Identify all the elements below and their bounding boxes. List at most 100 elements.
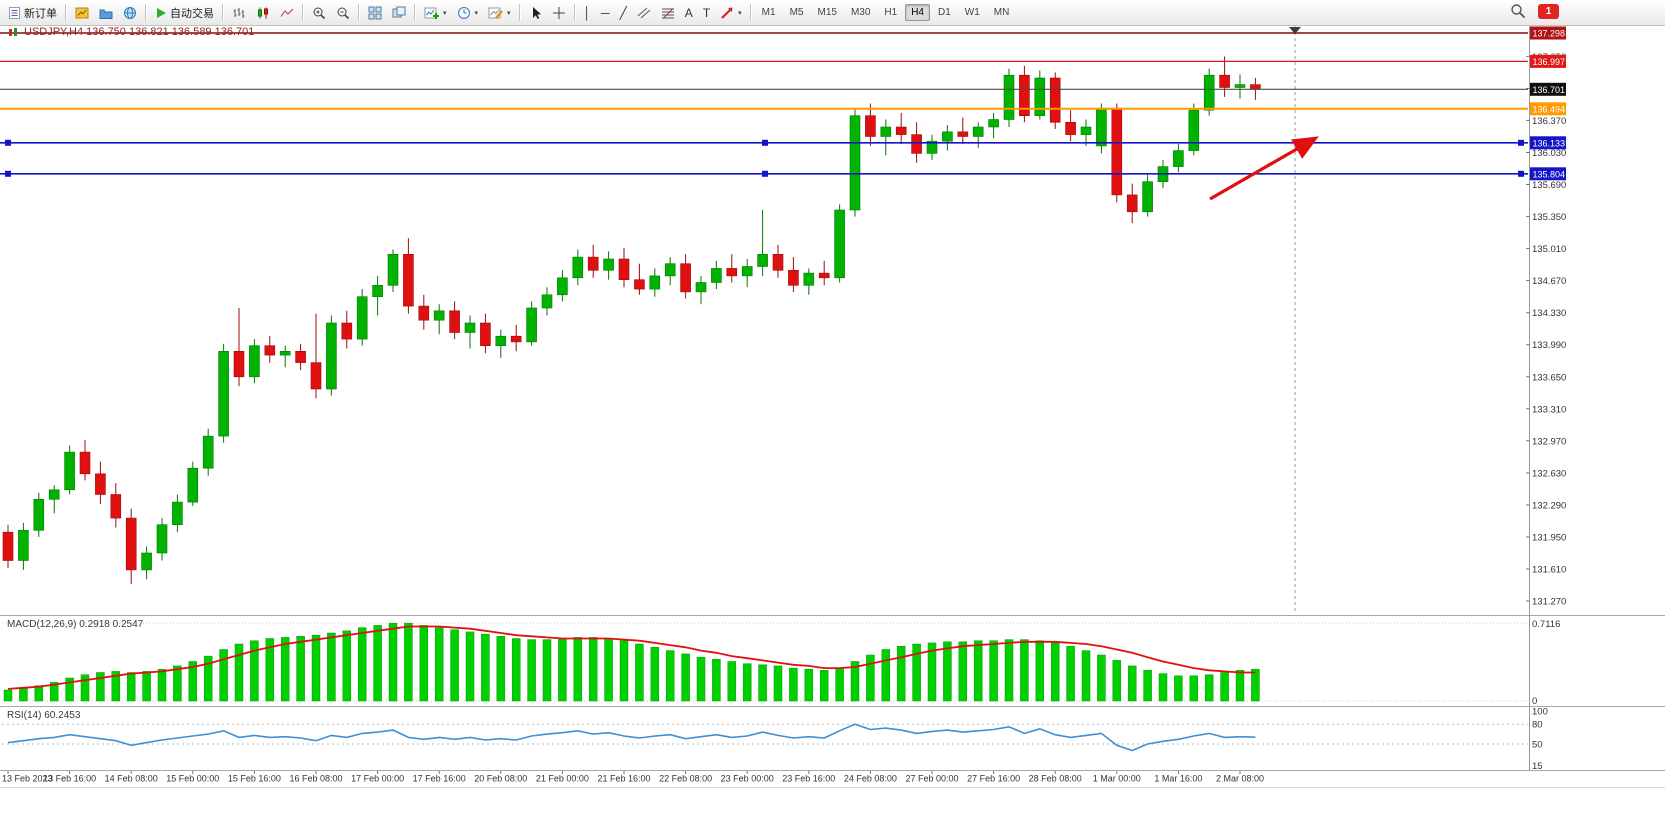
macd-bar (1081, 650, 1091, 702)
line-chart-button[interactable] (275, 1, 299, 24)
macd-bar (80, 674, 90, 702)
zoom-in-button[interactable] (307, 1, 331, 24)
channel-icon (637, 7, 651, 18)
trend-arrow-annotation[interactable] (1209, 136, 1319, 201)
price-axis-label: 132.970 (1532, 436, 1566, 447)
timeframe-d1-button[interactable]: D1 (937, 7, 951, 18)
candle-body (372, 284, 383, 297)
macd-bar (65, 677, 74, 702)
price-axis-label: 134.330 (1532, 308, 1566, 319)
toolbar-separator (302, 4, 304, 21)
candle-body (495, 335, 507, 347)
dropdown-caret: ▾ (507, 9, 511, 17)
candle-body (803, 272, 815, 286)
candle-body (464, 322, 476, 333)
macd-bar (912, 643, 921, 702)
tile-windows-button[interactable] (363, 1, 387, 24)
rsi-axis-label: 100 (1532, 707, 1548, 718)
time-axis-label: 15 Feb 00:00 (166, 774, 219, 784)
timeframe-h4-button[interactable]: H4 (905, 4, 930, 21)
periods-button[interactable]: ▾ (452, 1, 484, 24)
candle-body (634, 279, 645, 290)
resistance-line-2-price-tag-label: 136.997 (1533, 57, 1566, 67)
autotrading-button[interactable]: 自动交易 (150, 1, 219, 24)
resistance-line-2-price-tag (1530, 54, 1566, 68)
chart-shift-marker-icon[interactable] (1289, 27, 1301, 34)
line-selection-handle[interactable] (1518, 139, 1524, 146)
crosshair-button[interactable] (547, 1, 571, 24)
timeframe-m30-button[interactable]: M30 (850, 7, 871, 18)
candle-body (526, 307, 537, 343)
horizontal-line-button[interactable]: ─ (596, 1, 615, 24)
macd-bar (927, 642, 937, 702)
line-selection-handle[interactable] (5, 170, 11, 177)
rsi-axis-label: 15 (1532, 761, 1543, 772)
candle-body (1126, 194, 1138, 213)
macd-bar (943, 641, 952, 702)
price-axis-label: 131.610 (1532, 565, 1566, 576)
resistance-line-1-price-tag-label: 137.298 (1533, 29, 1566, 39)
candlestick-chart-icon (258, 7, 268, 18)
zoom-out-button[interactable] (331, 1, 355, 24)
macd-axis-label: 0 (1532, 696, 1537, 707)
candle-body (895, 126, 907, 135)
macd-axis-label: 0.7116 (1532, 619, 1560, 630)
bar-chart-button[interactable] (227, 1, 251, 24)
timeframe-m1-button[interactable]: M1 (761, 7, 776, 18)
macd-bar (1112, 660, 1122, 702)
data-window-button[interactable] (118, 1, 142, 24)
templates-button[interactable]: ▾ (483, 1, 516, 24)
vertical-line-button[interactable]: │ (579, 1, 597, 24)
macd-bar (511, 638, 521, 702)
fibonacci-button[interactable] (656, 1, 680, 24)
timeframe-m5-button[interactable]: M5 (789, 7, 804, 18)
candle-body (880, 126, 892, 137)
text-label-button[interactable]: T (698, 1, 715, 24)
candle-body (433, 310, 445, 321)
timeframe-mn-button[interactable]: MN (993, 7, 1010, 18)
current-price-line-price-tag-label: 136.701 (1533, 85, 1566, 95)
time-axis-label: 13 Feb 16:00 (43, 774, 96, 784)
cursor-button[interactable] (524, 1, 547, 24)
trendline-button[interactable]: ╱ (615, 1, 632, 24)
macd-bar (650, 647, 660, 702)
macd-bar (465, 631, 475, 702)
dropdown-caret: ▾ (443, 9, 447, 17)
line-selection-handle[interactable] (5, 139, 11, 146)
candlestick-chart-button[interactable] (251, 1, 275, 24)
candle-body (2, 531, 14, 561)
macd-bar (419, 625, 429, 702)
candle-body (1034, 77, 1046, 117)
timeframe-m15-button[interactable]: M15 (817, 7, 837, 18)
candle-body (172, 501, 183, 526)
candle-body (772, 254, 784, 271)
line-selection-handle[interactable] (762, 170, 768, 177)
macd-bar (866, 654, 875, 702)
price-axis-label: 132.290 (1532, 500, 1566, 511)
cascade-windows-button[interactable] (387, 1, 411, 24)
search-icon[interactable] (1510, 3, 1526, 19)
new-order-button[interactable]: 新订单 (3, 1, 62, 24)
timeframe-h1-button[interactable]: H1 (884, 7, 898, 18)
pivot-line-price-tag-label: 136.494 (1533, 104, 1566, 114)
template-icon (488, 7, 503, 19)
candle-body (1049, 77, 1061, 123)
text-button[interactable]: A (680, 1, 698, 24)
notification-badge[interactable]: 1 (1538, 3, 1559, 19)
toolbar-separator (358, 4, 360, 21)
macd-bar (1143, 670, 1152, 702)
indicators-button[interactable]: ▾ (419, 1, 452, 24)
candle-body (757, 254, 768, 267)
channel-button[interactable] (632, 1, 656, 24)
timeframe-w1-button[interactable]: W1 (964, 7, 980, 18)
macd-bar (434, 627, 444, 702)
profiles-button[interactable] (94, 1, 118, 24)
new-chart-button[interactable] (70, 1, 94, 24)
price-axis-label: 135.010 (1532, 244, 1566, 255)
line-selection-handle[interactable] (1518, 170, 1524, 177)
chart-title-icon (9, 27, 17, 36)
arrows-button[interactable]: ▾ (715, 1, 747, 24)
line-selection-handle[interactable] (762, 139, 768, 146)
candle-body (326, 322, 337, 390)
